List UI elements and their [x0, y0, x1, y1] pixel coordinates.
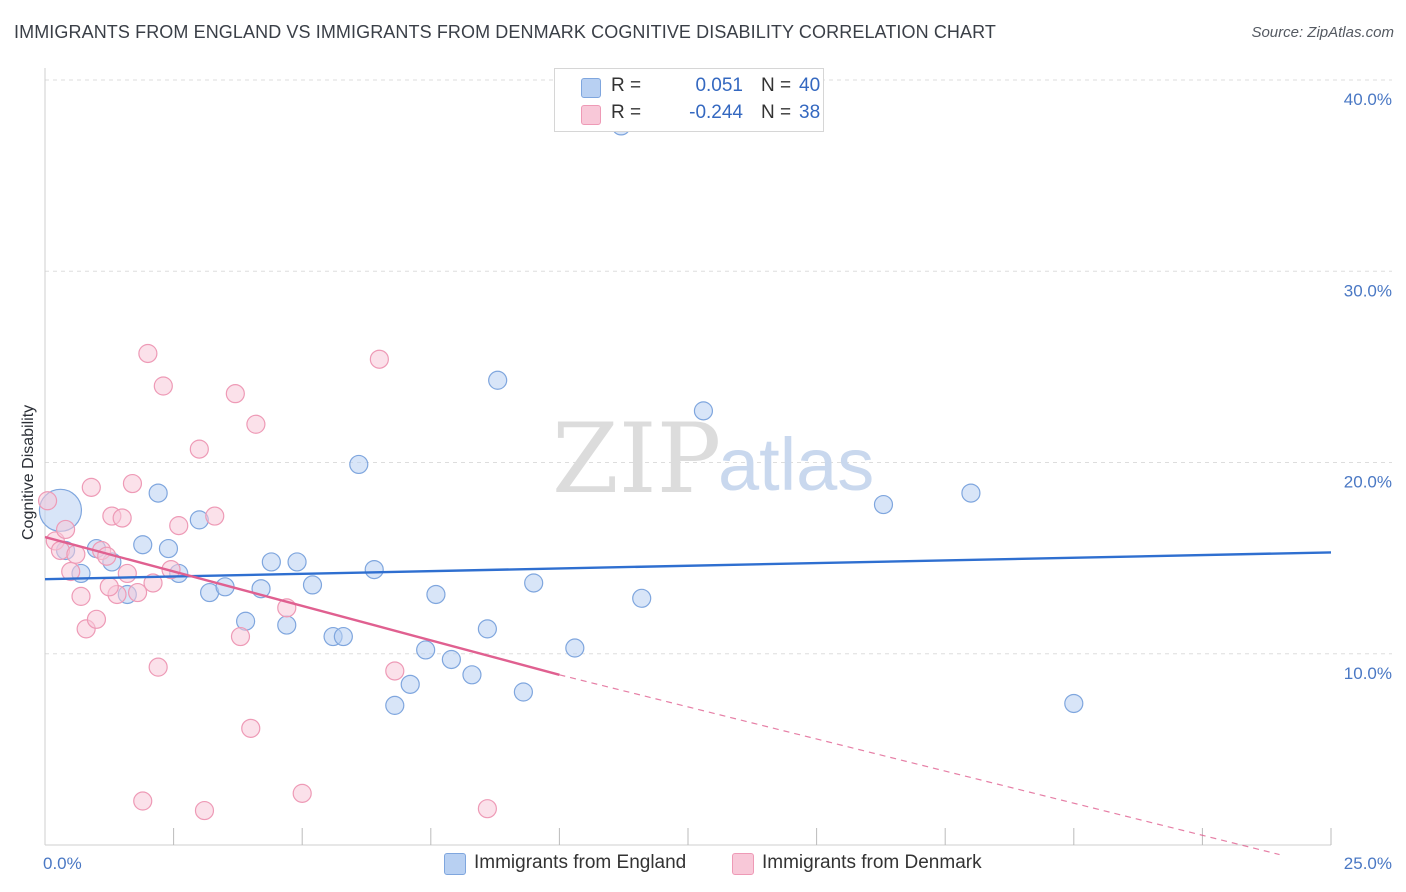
x-axis-ticks — [173, 828, 1332, 845]
denmark-r-label: R = — [611, 102, 642, 123]
watermark-zip: ZIP — [552, 403, 721, 515]
denmark-point — [61, 561, 81, 582]
legend-england-swatch — [444, 853, 466, 875]
x-tick-label-min: 0.0% — [43, 854, 82, 873]
denmark-point — [230, 626, 251, 647]
denmark-point — [292, 783, 312, 803]
y-tick-label: 10.0% — [1344, 664, 1392, 683]
england-point — [349, 454, 369, 475]
data-points — [37, 116, 1084, 821]
denmark-point — [112, 508, 132, 528]
denmark-point — [117, 563, 137, 584]
england-trend-line — [44, 551, 1332, 581]
denmark-point — [153, 376, 173, 396]
england-point — [400, 674, 420, 694]
england-point — [961, 483, 981, 503]
stats-legend: R = 0.051 N = 40 R = -0.244 N = 38 — [554, 68, 824, 132]
england-point — [261, 552, 281, 572]
denmark-r-value: -0.244 — [689, 102, 743, 123]
denmark-point — [225, 384, 245, 404]
england-point — [364, 559, 384, 580]
england-point — [477, 619, 497, 639]
england-point — [441, 649, 461, 670]
trend-lines — [44, 535, 1332, 856]
x-tick-label-max: 25.0% — [1344, 854, 1392, 873]
england-point — [133, 535, 153, 555]
legend-denmark-label: Immigrants from Denmark — [762, 852, 982, 873]
legend-england-label: Immigrants from England — [474, 852, 687, 873]
watermark: ZIP atlas — [552, 403, 874, 515]
watermark-atlas: atlas — [718, 423, 874, 506]
denmark-point — [71, 586, 91, 606]
denmark-point — [385, 661, 405, 681]
england-point — [488, 370, 508, 390]
denmark-point — [477, 799, 497, 819]
gridlines — [45, 79, 1392, 655]
legend-denmark-swatch — [732, 853, 754, 875]
england-n-value: 40 — [799, 75, 821, 96]
denmark-n-value: 38 — [799, 102, 821, 123]
denmark-trend-extension — [559, 674, 1280, 856]
y-axis-label: Cognitive Disability — [20, 405, 37, 540]
england-point — [565, 638, 585, 658]
denmark-point — [369, 349, 389, 369]
denmark-point — [241, 718, 261, 738]
y-tick-label: 40.0% — [1344, 90, 1392, 109]
england-r-label: R = — [611, 75, 642, 96]
denmark-point — [138, 343, 158, 364]
england-point — [158, 538, 179, 559]
denmark-point — [148, 657, 168, 677]
denmark-swatch — [581, 105, 601, 125]
england-point — [632, 588, 652, 608]
denmark-point — [189, 439, 209, 459]
england-point — [693, 401, 714, 421]
y-axis-tick-labels: 10.0% 20.0% 30.0% 40.0% — [1344, 90, 1392, 683]
england-point — [148, 483, 168, 503]
england-point — [1064, 693, 1084, 714]
denmark-point — [246, 414, 266, 434]
denmark-trend-line — [44, 535, 560, 676]
chart-title: IMMIGRANTS FROM ENGLAND VS IMMIGRANTS FR… — [14, 22, 996, 42]
denmark-point — [99, 577, 119, 597]
denmark-point — [55, 519, 76, 540]
denmark-point — [205, 506, 225, 526]
england-point — [302, 575, 323, 595]
source-credit: Source: ZipAtlas.com — [1251, 24, 1394, 41]
england-point — [416, 640, 436, 660]
england-point — [333, 626, 353, 647]
england-n-label: N = — [761, 75, 792, 96]
y-tick-label: 30.0% — [1344, 281, 1392, 300]
england-point — [513, 682, 533, 702]
england-swatch — [581, 78, 601, 98]
denmark-point — [37, 491, 58, 511]
denmark-point — [86, 609, 107, 629]
denmark-point — [127, 582, 148, 603]
england-point — [426, 584, 446, 605]
denmark-point — [143, 573, 163, 593]
denmark-point — [81, 477, 101, 497]
england-point — [287, 552, 307, 572]
england-point — [873, 494, 894, 515]
england-r-value: 0.051 — [695, 75, 743, 96]
denmark-point — [194, 800, 215, 821]
england-point — [524, 573, 544, 593]
denmark-n-label: N = — [761, 102, 792, 123]
denmark-point — [122, 473, 143, 494]
denmark-point — [133, 791, 153, 811]
england-point — [462, 665, 482, 685]
england-point — [385, 695, 405, 715]
denmark-point — [169, 516, 189, 536]
england-point — [277, 615, 297, 635]
y-tick-label: 20.0% — [1344, 473, 1392, 492]
